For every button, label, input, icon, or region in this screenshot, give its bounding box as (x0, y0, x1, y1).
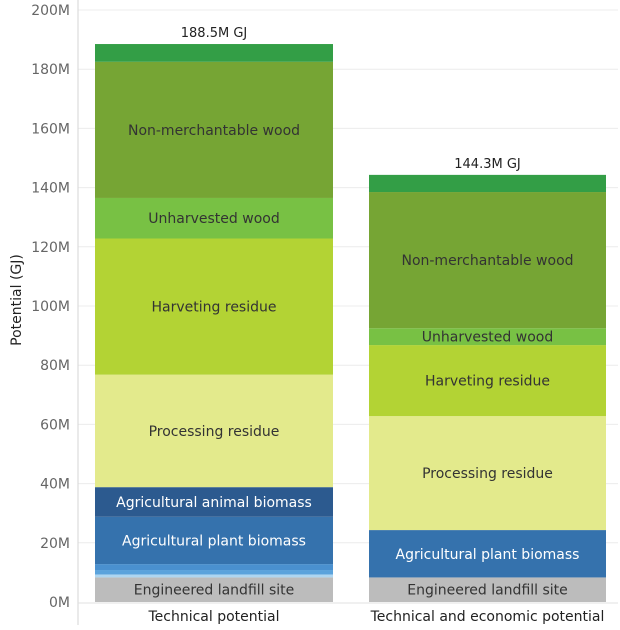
segment-label: Processing residue (422, 466, 553, 482)
y-axis-title: Potential (GJ) (9, 254, 25, 346)
bar-segment (95, 197, 333, 239)
segment-label: Agricultural plant biomass (396, 547, 580, 563)
segment-label: Non-merchantable wood (128, 123, 300, 139)
segment-label: Processing residue (149, 424, 280, 440)
segment-label: Non-merchantable wood (401, 253, 573, 269)
segment-label: Engineered landfill site (134, 583, 295, 599)
bar-segment (95, 374, 333, 488)
bar-segment (95, 570, 333, 575)
bar-segment (95, 574, 333, 578)
bar-segment (369, 530, 606, 578)
y-axis: 0M 20M 40M 60M 80M 100M 120M 140M 160M 180M 200M (31, 0, 79, 625)
bars: Engineered landfill site Agricultural pla… (95, 26, 606, 602)
segment-label: Unharvested wood (422, 330, 553, 346)
bar-segment (95, 238, 333, 375)
segment-label: Unharvested wood (148, 211, 279, 227)
segment-label: Agricultural plant biomass (122, 533, 306, 549)
segment-label: Harveting residue (152, 300, 277, 316)
segment-label: Harveting residue (425, 374, 550, 390)
y-tick-label: 20M (40, 536, 70, 552)
bar-segment (95, 487, 333, 517)
bar-segment (369, 328, 606, 346)
y-tick-label: 0M (49, 595, 70, 611)
y-tick-label: 60M (40, 417, 70, 433)
segment-label: Agricultural animal biomass (116, 495, 312, 511)
bar-segment (369, 345, 606, 417)
y-tick-label: 40M (40, 477, 70, 493)
x-category-label: Technical potential (147, 609, 279, 625)
bar-segment (95, 577, 333, 602)
y-tick-label: 80M (40, 358, 70, 374)
bar-segment (369, 577, 606, 602)
y-tick-label: 180M (31, 62, 70, 78)
y-tick-label: 160M (31, 121, 70, 137)
bar-segment (369, 174, 606, 193)
total-label: 144.3M GJ (454, 157, 520, 172)
y-tick-label: 200M (31, 3, 70, 19)
bar-segment (369, 416, 606, 531)
bar-segment (95, 564, 333, 571)
segment-label: Engineered landfill site (407, 583, 568, 599)
x-category-label: Technical and economic potential (370, 609, 605, 625)
bar-segment (369, 192, 606, 329)
x-axis: Technical potential Technical and economi… (78, 602, 618, 625)
y-tick-label: 140M (31, 181, 70, 197)
bar-segment (95, 44, 333, 62)
bar-segment (95, 61, 333, 198)
y-tick-label: 120M (31, 240, 70, 256)
total-label: 188.5M GJ (181, 26, 247, 41)
bar-segment (95, 516, 333, 565)
y-tick-label: 100M (31, 299, 70, 315)
